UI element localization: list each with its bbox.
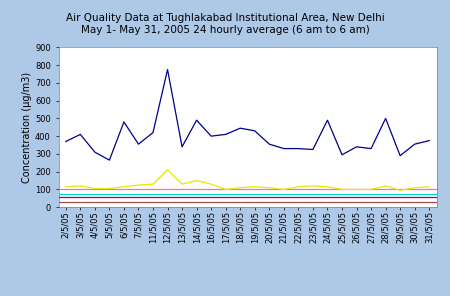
- Text: Air Quality Data at Tughlakabad Institutional Area, New Delhi: Air Quality Data at Tughlakabad Institut…: [66, 13, 384, 23]
- Text: May 1- May 31, 2005 24 hourly average (6 am to 6 am): May 1- May 31, 2005 24 hourly average (6…: [81, 25, 369, 35]
- Y-axis label: Concentration (µg/m3): Concentration (µg/m3): [22, 72, 32, 183]
